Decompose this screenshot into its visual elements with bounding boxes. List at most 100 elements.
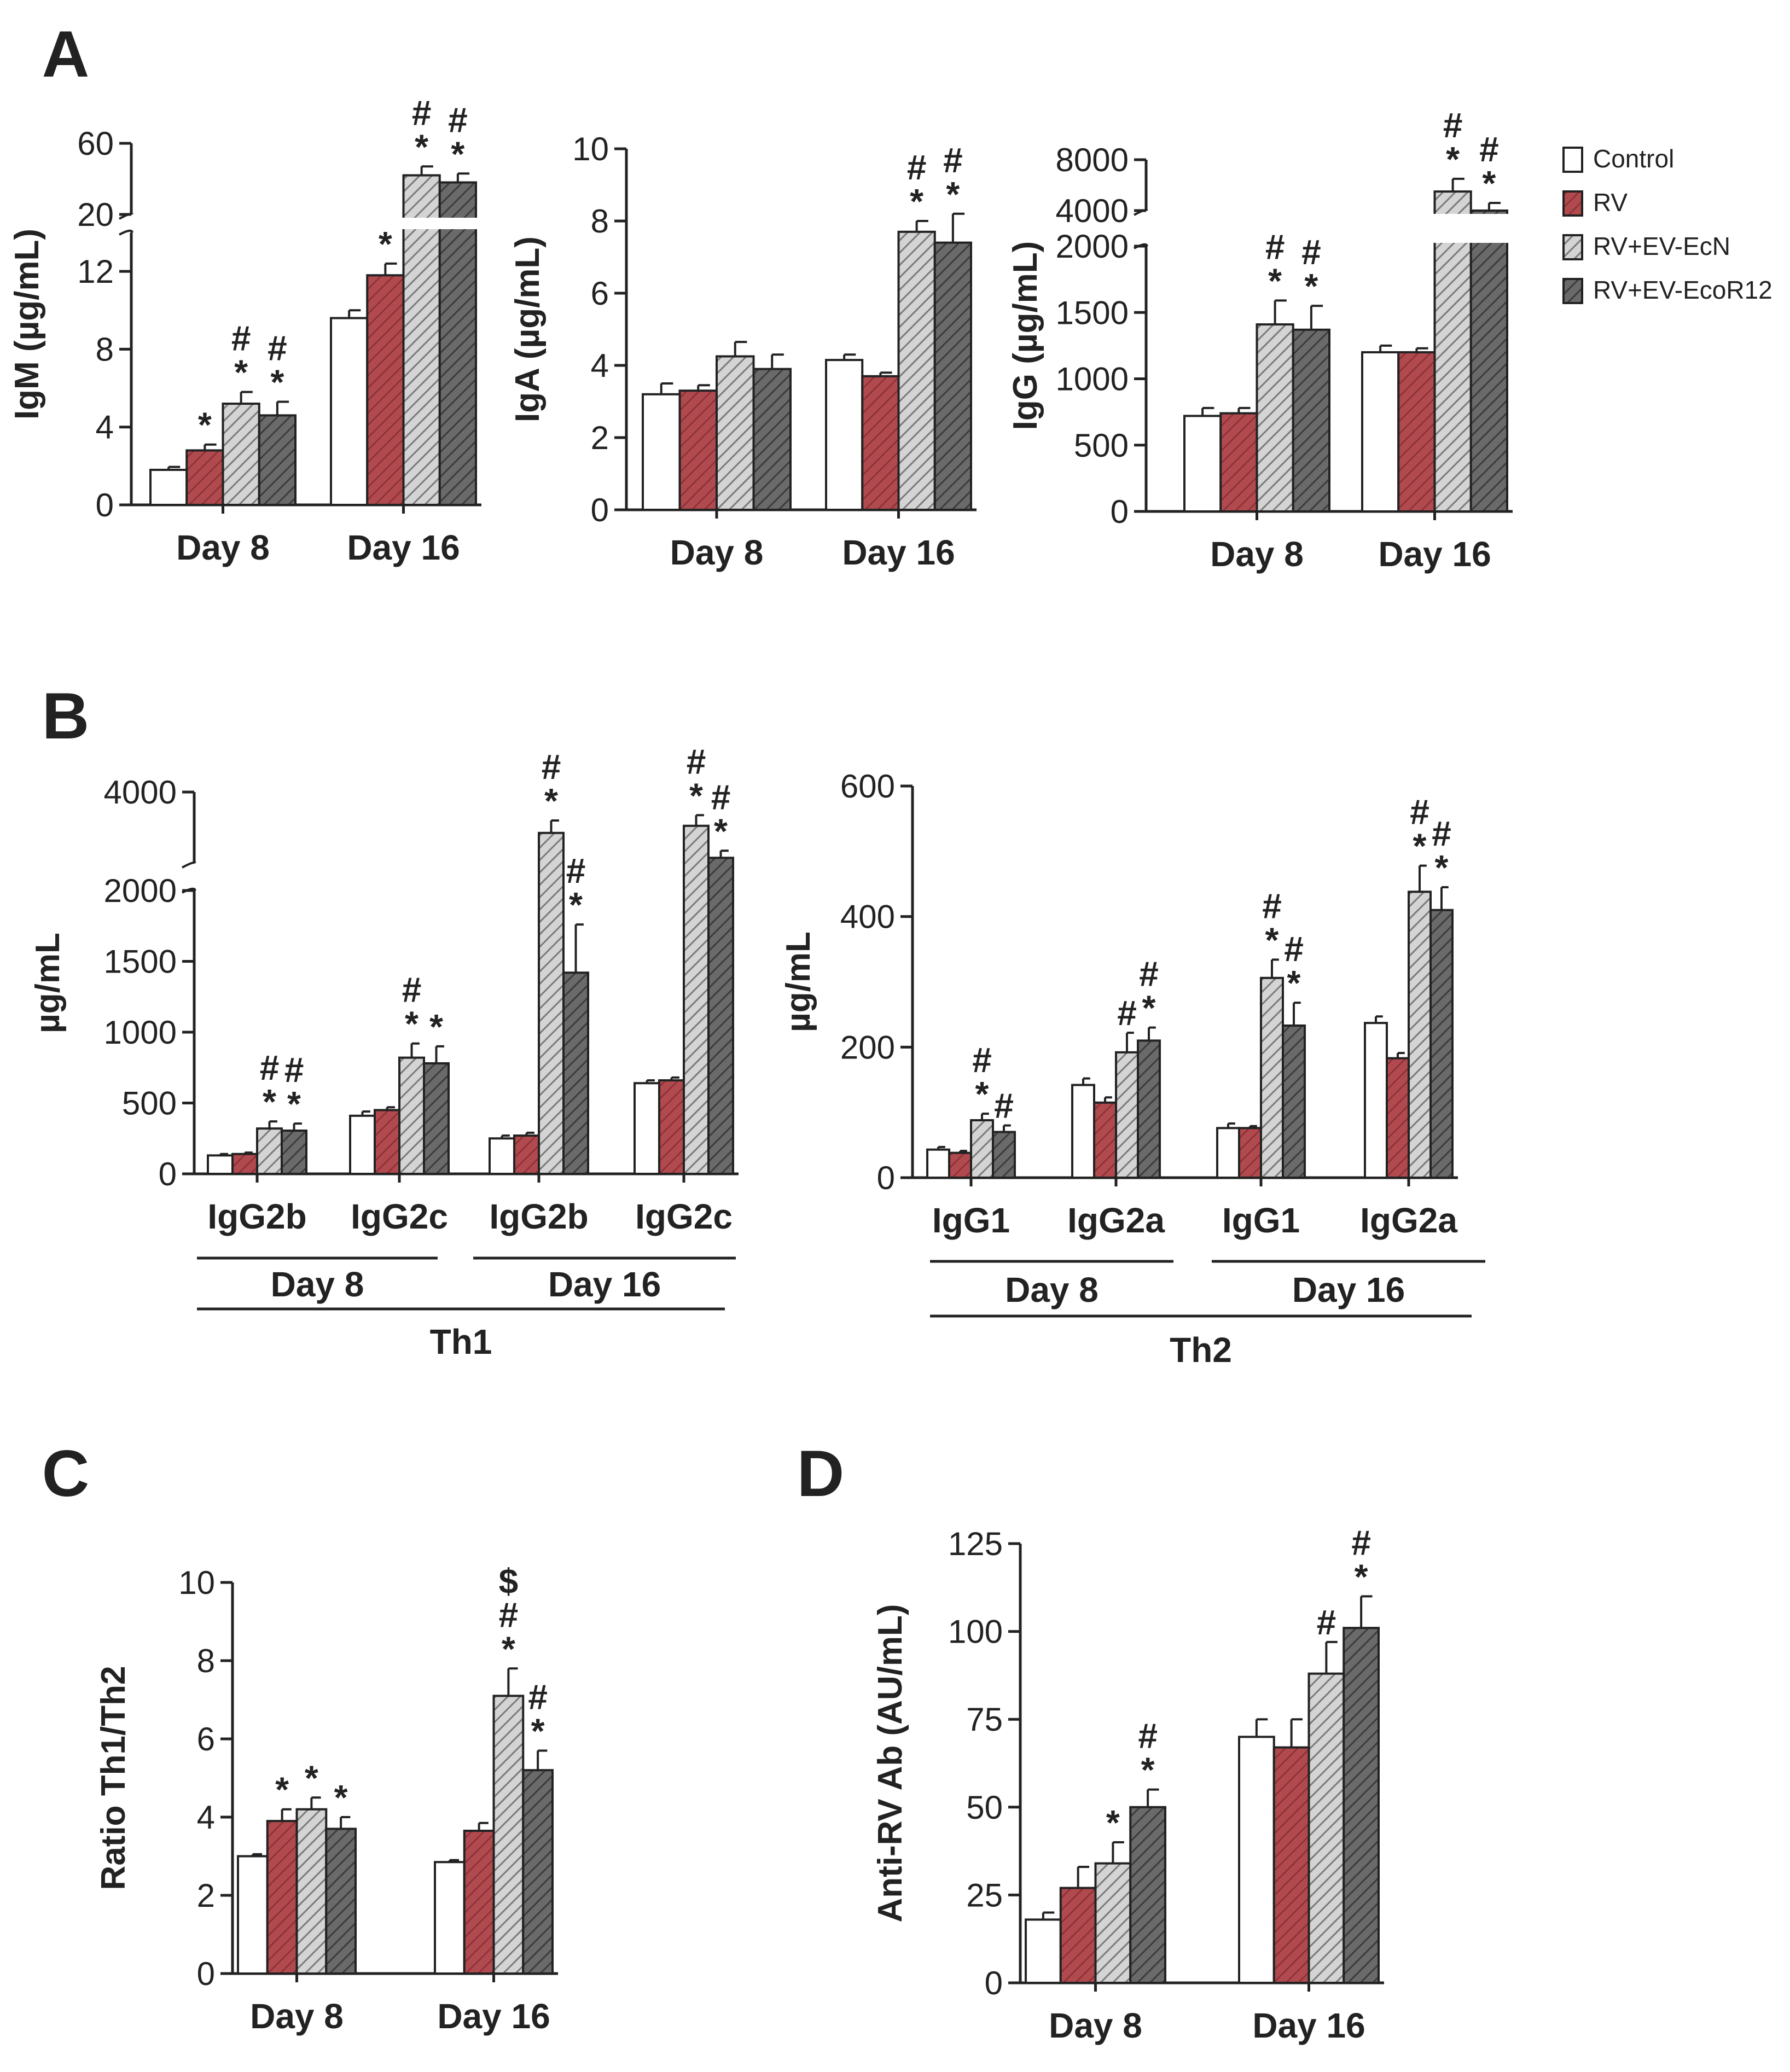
significance-marker: # [1138, 1716, 1158, 1756]
bar-control [434, 1861, 466, 1975]
significance-marker: # [402, 970, 422, 1010]
significance-marker: # [260, 1048, 280, 1087]
x-category-label: Day 8 [176, 528, 270, 567]
bar-ecor [1282, 1024, 1306, 1179]
bar-ecor [281, 1130, 307, 1175]
legend-swatch-rv [1562, 190, 1583, 217]
significance-marker: * [405, 1004, 419, 1044]
y-tick-label: 4 [591, 347, 609, 384]
significance-marker: * [287, 1084, 301, 1124]
bar-ecor [707, 857, 734, 1175]
significance-marker: * [1482, 164, 1496, 203]
y-tick-label: 2000 [1056, 228, 1129, 265]
y-tick-label: 1500 [104, 944, 177, 980]
significance-marker: * [198, 405, 212, 445]
y-tick-label: 600 [840, 768, 895, 805]
y-tick-label: 1000 [1056, 361, 1129, 398]
bar-group: Day 8*#* [1025, 1716, 1166, 2045]
bar-control [149, 468, 188, 507]
significance-marker: * [263, 1082, 276, 1121]
y-tick-label: 75 [966, 1701, 1003, 1738]
significance-marker: # [1443, 106, 1463, 145]
x-category-label: IgG2c [635, 1197, 733, 1236]
y-tick-label: 4 [197, 1799, 215, 1836]
bar-group: Day 8 * * * [237, 1758, 357, 2036]
significance-marker: * [1355, 1557, 1368, 1596]
y-tick-label: 1000 [104, 1014, 177, 1051]
bar-group: Day 16*#*#* [330, 93, 478, 567]
significance-marker: # [687, 742, 706, 781]
legend-swatch-ecn [1562, 234, 1583, 260]
significance-marker: * [451, 134, 464, 173]
bar-control [1361, 351, 1400, 513]
bar-rv [185, 449, 224, 507]
x-category-label: IgG1 [1222, 1201, 1300, 1240]
significance-marker: * [531, 1711, 545, 1750]
panel-label: B [42, 679, 90, 753]
legend-label: RV [1593, 188, 1628, 217]
y-tick-label: 1500 [1056, 294, 1129, 331]
significance-marker: # [1117, 993, 1137, 1033]
bar-rv [678, 389, 718, 511]
significance-marker: # [1410, 793, 1429, 832]
bar-control [1364, 1022, 1388, 1179]
y-tick-label: 125 [948, 1526, 1003, 1562]
y-tick-label: 500 [1074, 427, 1129, 464]
x-category-label: Day 16 [1378, 534, 1491, 574]
y-axis-title: µg/mL [29, 933, 67, 1033]
significance-marker: # [1479, 130, 1499, 169]
bar-ecor [1342, 1627, 1380, 1984]
bar-control [237, 1855, 269, 1975]
bar-ecn [1094, 1862, 1132, 1984]
significance-marker: # [994, 1086, 1014, 1126]
bar-ecn [222, 403, 260, 506]
x-category-label: Day 8 [670, 533, 764, 572]
x-category-label: IgG1 [932, 1201, 1010, 1240]
significance-marker: * [544, 781, 558, 820]
y-tick-label: 25 [966, 1877, 1003, 1913]
y-tick-label: 4000 [1056, 193, 1129, 229]
legend: Control RV RV+EV-EcN RV+EV-EcoR12 [1562, 144, 1772, 304]
bar-group: Day 16##* [1238, 1523, 1380, 2045]
legend-label: RV+EV-EcoR12 [1593, 276, 1772, 304]
significance-marker: # [711, 777, 731, 817]
bar-rv [1397, 351, 1436, 513]
significance-marker: * [502, 1629, 515, 1668]
x-category-label: Day 16 [842, 533, 955, 572]
significance-marker: * [305, 1758, 318, 1797]
bar-group: IgG2a #* #* [1360, 793, 1457, 1240]
y-axis: 0 2 4 6 8 10 [178, 1564, 234, 1992]
bar-group: IgG2b #*#* [207, 1048, 307, 1236]
significance-marker: * [689, 776, 703, 815]
bar-control [825, 359, 864, 511]
bar-ecn [256, 1127, 283, 1175]
bar-ecn [716, 355, 755, 511]
legend-swatch-ecor [1562, 278, 1583, 304]
bar-control [1216, 1127, 1240, 1179]
x-category-label: IgG2c [351, 1197, 448, 1236]
bar-control [207, 1154, 234, 1175]
significance-marker: # [412, 93, 432, 132]
y-tick-label: 12 [77, 253, 114, 290]
significance-marker: # [1351, 1523, 1371, 1562]
y-tick-label: 0 [985, 1965, 1003, 2001]
significance-marker: * [910, 182, 923, 221]
y-tick-label: 50 [966, 1789, 1003, 1826]
y-axis: 0 500 1000 1500 2000 4000 [104, 774, 196, 1192]
x-category-label: Day 8 [1210, 534, 1304, 574]
y-tick-label: 0 [591, 492, 609, 528]
y-axis-title: IgA (µg/mL) [509, 236, 547, 422]
bar-control [926, 1148, 950, 1179]
significance-marker: # [566, 851, 586, 891]
significance-marker: * [569, 885, 583, 924]
x-category-label: IgG2a [1360, 1201, 1457, 1240]
legend-label: RV+EV-EcN [1593, 232, 1730, 260]
bar-group: IgG2c #* * [349, 970, 450, 1236]
significance-marker: * [334, 1778, 348, 1817]
bar-rv [366, 274, 405, 506]
y-tick-label: 0 [197, 1955, 215, 1992]
x-category-label: Day 16 [347, 528, 460, 567]
